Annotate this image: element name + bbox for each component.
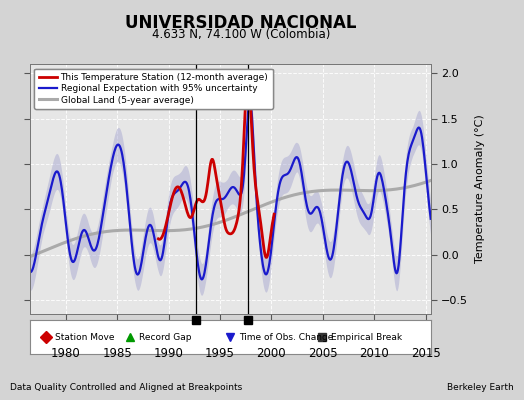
Text: Empirical Break: Empirical Break xyxy=(331,332,402,342)
Text: 4.633 N, 74.100 W (Colombia): 4.633 N, 74.100 W (Colombia) xyxy=(152,28,330,41)
Legend: This Temperature Station (12-month average), Regional Expectation with 95% uncer: This Temperature Station (12-month avera… xyxy=(35,68,273,109)
Text: Data Quality Controlled and Aligned at Breakpoints: Data Quality Controlled and Aligned at B… xyxy=(10,384,243,392)
Text: UNIVERSIDAD NACIONAL: UNIVERSIDAD NACIONAL xyxy=(125,14,357,32)
Text: Time of Obs. Change: Time of Obs. Change xyxy=(239,332,333,342)
Y-axis label: Temperature Anomaly (°C): Temperature Anomaly (°C) xyxy=(475,115,485,263)
Text: Record Gap: Record Gap xyxy=(139,332,191,342)
Text: Berkeley Earth: Berkeley Earth xyxy=(447,384,514,392)
Text: Station Move: Station Move xyxy=(54,332,114,342)
